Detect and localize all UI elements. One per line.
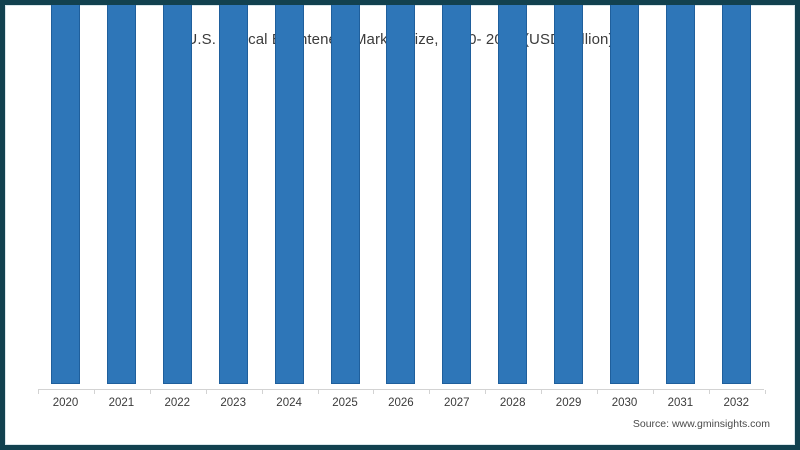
x-label-2032: 2032 <box>723 397 750 409</box>
x-label-2024: 2024 <box>276 397 302 409</box>
x-tick-2021 <box>93 390 95 394</box>
x-label-2028: 2028 <box>499 397 526 409</box>
x-tick-2029 <box>541 390 543 394</box>
bar-2021 <box>106 5 136 384</box>
x-label-2021: 2021 <box>108 397 135 409</box>
x-tick-2030 <box>597 390 598 394</box>
x-tick-end <box>764 390 766 394</box>
bar-2026 <box>386 5 416 384</box>
x-tick-2026 <box>373 390 375 394</box>
x-label-2029: 2029 <box>555 397 582 409</box>
x-label-2023: 2023 <box>220 397 246 409</box>
bar-2032 <box>721 5 751 384</box>
bar-2022 <box>162 5 192 384</box>
bar-2030 <box>610 5 639 384</box>
bar-2029 <box>554 5 584 384</box>
bar-2028 <box>498 5 528 384</box>
x-axis-line <box>38 389 764 390</box>
x-label-2026: 2026 <box>388 397 414 409</box>
bar-2023 <box>218 5 248 384</box>
x-tick-2027 <box>429 390 431 394</box>
x-label-2020: 2020 <box>52 397 79 409</box>
x-tick-2032 <box>708 390 710 394</box>
bar-2020 <box>51 5 80 384</box>
x-label-2030: 2030 <box>611 397 638 409</box>
bar-2025 <box>330 5 360 384</box>
x-tick-2031 <box>652 390 654 394</box>
x-label-2025: 2025 <box>332 397 358 409</box>
x-label-2031: 2031 <box>667 397 694 409</box>
x-tick-2024 <box>261 390 263 394</box>
x-label-2027: 2027 <box>444 397 470 409</box>
bar-2031 <box>665 5 695 384</box>
bar-2024 <box>274 5 304 384</box>
x-tick-2020 <box>38 390 39 394</box>
x-label-2022: 2022 <box>164 397 191 409</box>
x-tick-2025 <box>317 390 319 394</box>
x-tick-2023 <box>205 390 207 394</box>
source-credit: Source: www.gminsights.com <box>632 418 770 430</box>
x-tick-2022 <box>149 390 151 394</box>
bar-2027 <box>442 5 472 384</box>
x-tick-2028 <box>485 390 487 394</box>
